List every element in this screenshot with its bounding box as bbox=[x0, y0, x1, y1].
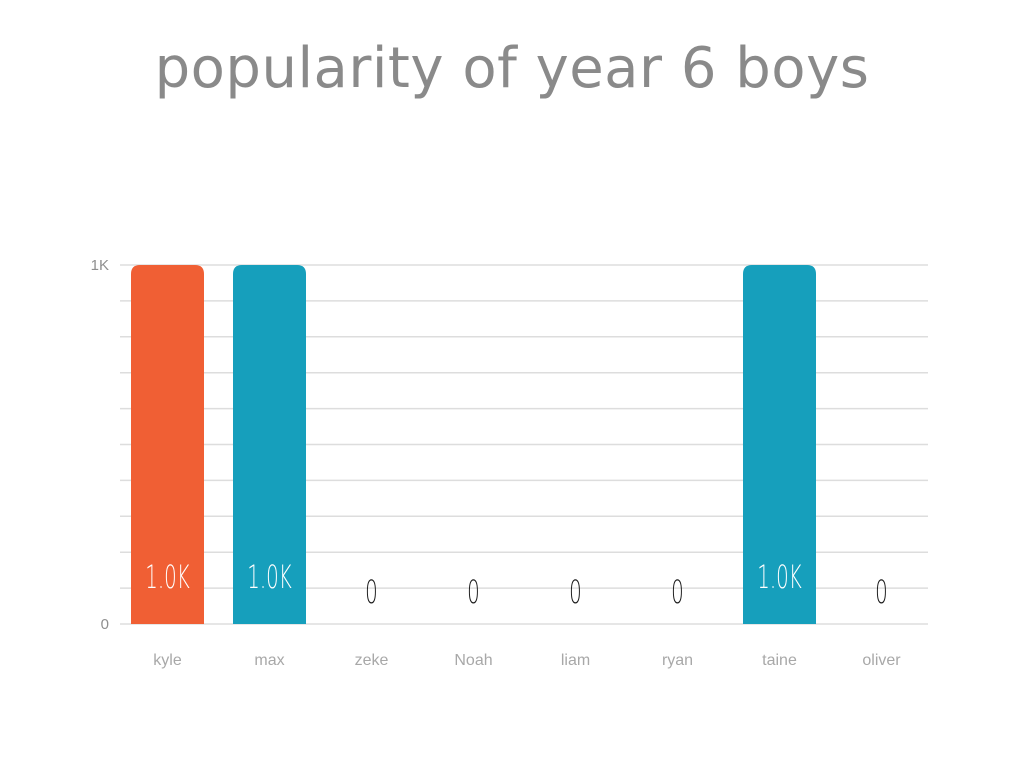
data-label-kyle: 1.0K bbox=[145, 559, 190, 596]
data-label-max: 1.0K bbox=[247, 559, 292, 596]
y-axis: 0 1K bbox=[91, 257, 109, 633]
data-label-liam: 0 bbox=[569, 574, 582, 611]
x-tick-label: ryan bbox=[662, 652, 693, 669]
data-label-oliver: 0 bbox=[875, 574, 888, 611]
bars bbox=[131, 265, 816, 624]
x-tick-label: zeke bbox=[355, 652, 389, 669]
bar-max bbox=[233, 265, 306, 624]
bar-kyle bbox=[131, 265, 204, 624]
data-label-zeke: 0 bbox=[365, 574, 378, 611]
data-label-taine: 1.0K bbox=[757, 559, 802, 596]
y-tick-label: 0 bbox=[101, 616, 109, 633]
y-tick-label: 1K bbox=[91, 257, 109, 274]
x-tick-label: oliver bbox=[862, 652, 901, 669]
x-tick-label: max bbox=[254, 652, 284, 669]
data-labels: 1.0K 1.0K 0 0 0 0 1.0K 0 bbox=[145, 559, 888, 611]
chart-title: popularity of year 6 boys bbox=[154, 36, 870, 101]
data-label-noah: 0 bbox=[467, 574, 480, 611]
x-axis: kyle max zeke Noah liam ryan taine oliver bbox=[153, 652, 901, 669]
bar-taine bbox=[743, 265, 816, 624]
x-tick-label: Noah bbox=[454, 652, 492, 669]
x-tick-label: kyle bbox=[153, 652, 182, 669]
x-tick-label: taine bbox=[762, 652, 797, 669]
data-label-ryan: 0 bbox=[671, 574, 684, 611]
x-tick-label: liam bbox=[561, 652, 590, 669]
